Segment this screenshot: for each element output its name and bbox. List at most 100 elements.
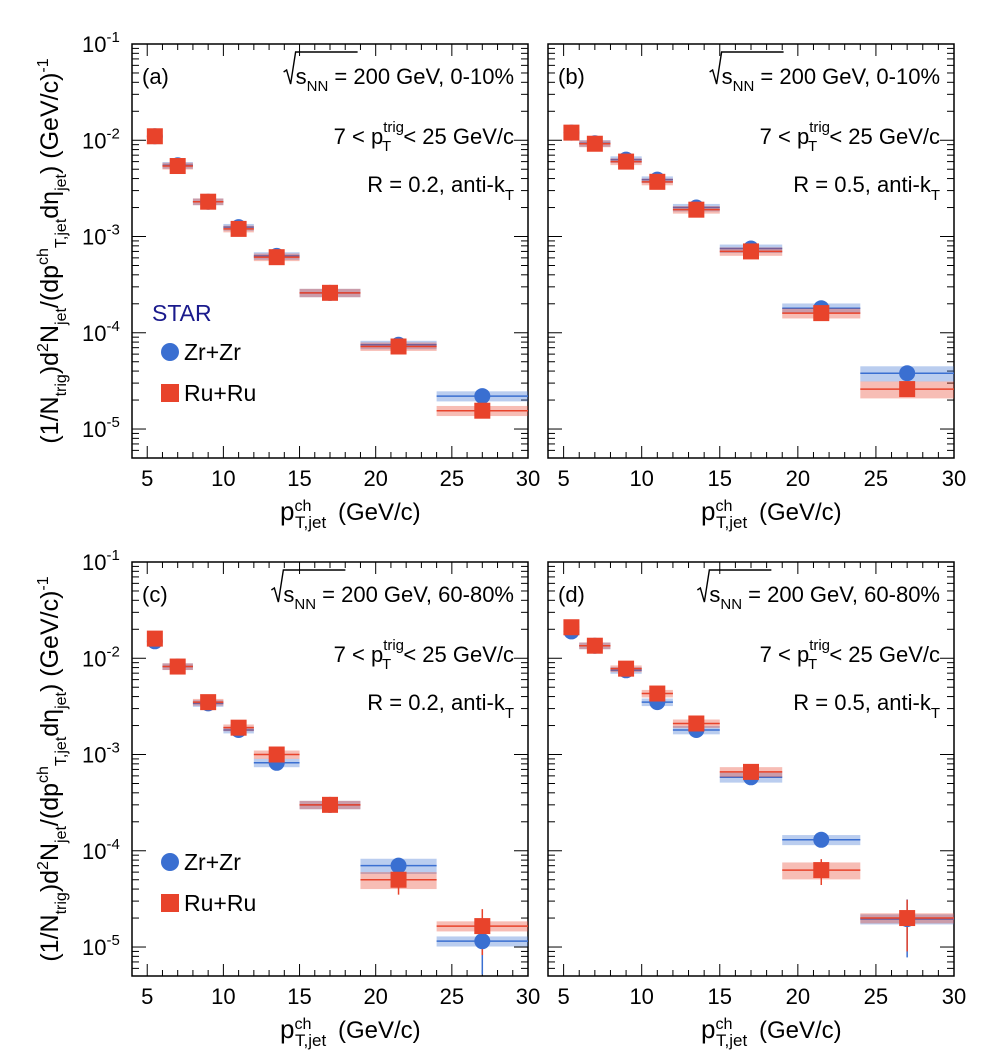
- x-axis-label-part: ch: [294, 497, 311, 515]
- radius-text-part: , anti-k: [439, 172, 506, 197]
- energy-text-part: = 200 GeV,: [328, 64, 450, 89]
- y-axis-label: (1/Ntrig)d2Njet/(dpchT,jetdηjet) (GeV/c)…: [35, 576, 70, 961]
- x-axis-label-sub-part: T,jet: [716, 1031, 747, 1050]
- y-tick-base: 10: [82, 321, 106, 346]
- trigger-text-part: 7 < p: [760, 642, 810, 667]
- panel-b: 5 10 15 20 25 30 pchT,jet (GeV/c) (b) sNN = 200 G…: [547, 43, 966, 532]
- trigger-text: 7 < ptrig T < 25 GeV/c: [760, 637, 940, 673]
- ru-point: [200, 694, 217, 711]
- energy-text-part: 0-10%: [876, 64, 940, 89]
- trigger-text-part: trig: [383, 637, 404, 654]
- y-tick-base: 10: [82, 417, 106, 442]
- y-axis-label-part: ) (GeV/c): [36, 73, 64, 174]
- trigger-text-part: 7 < p: [334, 124, 384, 149]
- x-tick-label: 20: [363, 984, 387, 1009]
- panel-label: (d): [558, 582, 585, 607]
- y-axis-label-part: jet: [53, 691, 70, 709]
- y-tick-label: 10-3: [82, 222, 120, 250]
- trigger-text: 7 < ptrig T < 25 GeV/c: [334, 119, 514, 155]
- x-axis-label-sub: T,jet: [295, 513, 326, 532]
- x-axis-label-unit: (GeV/c): [759, 1017, 842, 1044]
- y-axis-label-part: jet: [53, 173, 70, 191]
- energy-text-part: s: [283, 582, 294, 607]
- ru-point: [899, 381, 916, 398]
- y-tick-base: 10: [82, 743, 106, 768]
- y-tick-label: 10-3: [82, 740, 120, 768]
- y-axis-label-part: (1/N: [36, 396, 64, 443]
- y-tick-label: 10-5: [82, 932, 120, 960]
- ru-point: [200, 193, 217, 210]
- ru-point: [618, 660, 635, 677]
- y-axis-label-part: /(dp: [36, 783, 64, 826]
- x-axis-label-unit-part: (GeV/c): [759, 499, 842, 526]
- x-tick-label: 10: [629, 984, 653, 1009]
- energy-text-part: NN: [294, 596, 316, 613]
- trigger-text-part: T: [382, 138, 391, 155]
- panel-d: 5 10 15 20 25 30 pchT,jet (GeV/c) (d) sNN = 200 G…: [547, 561, 966, 1050]
- y-tick-base: 10: [82, 225, 106, 250]
- legend-ru-label: Ru+Ru: [184, 380, 256, 406]
- radius-text: R = 0.5, anti-kT: [793, 690, 940, 722]
- y-tick-exp: -2: [106, 125, 119, 142]
- zr-point: [474, 388, 491, 405]
- radius-text-part: T: [505, 705, 514, 722]
- legend-ru-marker: [161, 894, 179, 912]
- ru-point: [813, 305, 830, 322]
- y-axis-label-part: ) (GeV/c): [36, 591, 64, 692]
- trigger-text-part: T: [808, 138, 817, 155]
- zr-point: [813, 831, 830, 848]
- energy-text-part: NN: [307, 78, 329, 95]
- y-axis-label-text: (1/Ntrig)d2Njet/(dpchT,jetdηjet) (GeV/c)…: [35, 576, 70, 961]
- radius-text: R = 0.2, anti-kT: [367, 690, 514, 722]
- sqrt-sign: [283, 51, 358, 85]
- x-tick-label: 30: [516, 984, 540, 1009]
- y-axis-label: (1/Ntrig)d2Njet/(dpchT,jetdηjet) (GeV/c)…: [35, 58, 70, 443]
- x-axis-label-part: p: [280, 496, 294, 526]
- y-axis-label-part: dη: [36, 191, 64, 219]
- zr-point: [899, 365, 916, 382]
- energy-text-part: NN: [720, 596, 742, 613]
- x-tick-label: 25: [864, 984, 888, 1009]
- y-axis-label-part: trig: [53, 892, 70, 914]
- trigger-text: 7 < ptrig T < 25 GeV/c: [334, 637, 514, 673]
- energy-text-part: 0-10%: [450, 64, 514, 89]
- y-axis-label-text: (1/Ntrig)d2Njet/(dpchT,jetdηjet) (GeV/c)…: [35, 58, 70, 443]
- x-tick-label: 20: [786, 466, 810, 491]
- energy-text-part: = 200 GeV,: [754, 64, 876, 89]
- energy-text-part: 60-80%: [438, 582, 514, 607]
- legend-ru-label: Ru+Ru: [184, 890, 256, 916]
- trigger-text: 7 < ptrig T < 25 GeV/c: [760, 119, 940, 155]
- energy-annotation: sNN = 200 GeV, 60-80%: [696, 569, 940, 613]
- x-axis-label-sub-part: T,jet: [295, 1031, 326, 1050]
- trigger-text-part: T: [382, 656, 391, 673]
- x-axis-label-sub: T,jet: [716, 1031, 747, 1050]
- ru-point: [169, 158, 186, 175]
- ru-point: [390, 871, 407, 888]
- y-axis-label-part: -1: [35, 576, 52, 590]
- radius-text-part: R = 0.5: [793, 690, 865, 715]
- x-tick-label: 25: [440, 466, 464, 491]
- x-tick-label: 15: [708, 466, 732, 491]
- legend: Zr+Zr Ru+Ru: [161, 849, 256, 916]
- y-tick-exp: -5: [106, 414, 119, 431]
- legend-ru-marker: [161, 384, 179, 402]
- energy-text-part: 60-80%: [864, 582, 940, 607]
- x-axis-label: pch: [701, 496, 732, 526]
- x-tick-label: 30: [942, 466, 966, 491]
- y-axis-label-part: (1/N: [36, 914, 64, 961]
- y-axis-label-part: T,jet: [53, 218, 70, 248]
- x-axis-label-part: ch: [294, 1015, 311, 1033]
- radius-text-part: , anti-k: [865, 172, 932, 197]
- y-tick-base: 10: [82, 32, 106, 57]
- trigger-text-part: < 25 GeV/c: [397, 642, 514, 667]
- x-axis-label: pch: [280, 1014, 311, 1044]
- panel-label: (b): [558, 64, 585, 89]
- x-axis-label-part: ch: [715, 1015, 732, 1033]
- x-tick-label: 25: [864, 466, 888, 491]
- trigger-text-part: 7 < p: [334, 642, 384, 667]
- panel-c: 5 10 15 20 25 3010-110-210-310-410-5pchT,jet(…: [82, 547, 540, 1050]
- x-axis-label-unit: (GeV/c): [338, 1017, 421, 1044]
- trigger-text-part: trig: [809, 637, 830, 654]
- trigger-text-part: 7 < p: [760, 124, 810, 149]
